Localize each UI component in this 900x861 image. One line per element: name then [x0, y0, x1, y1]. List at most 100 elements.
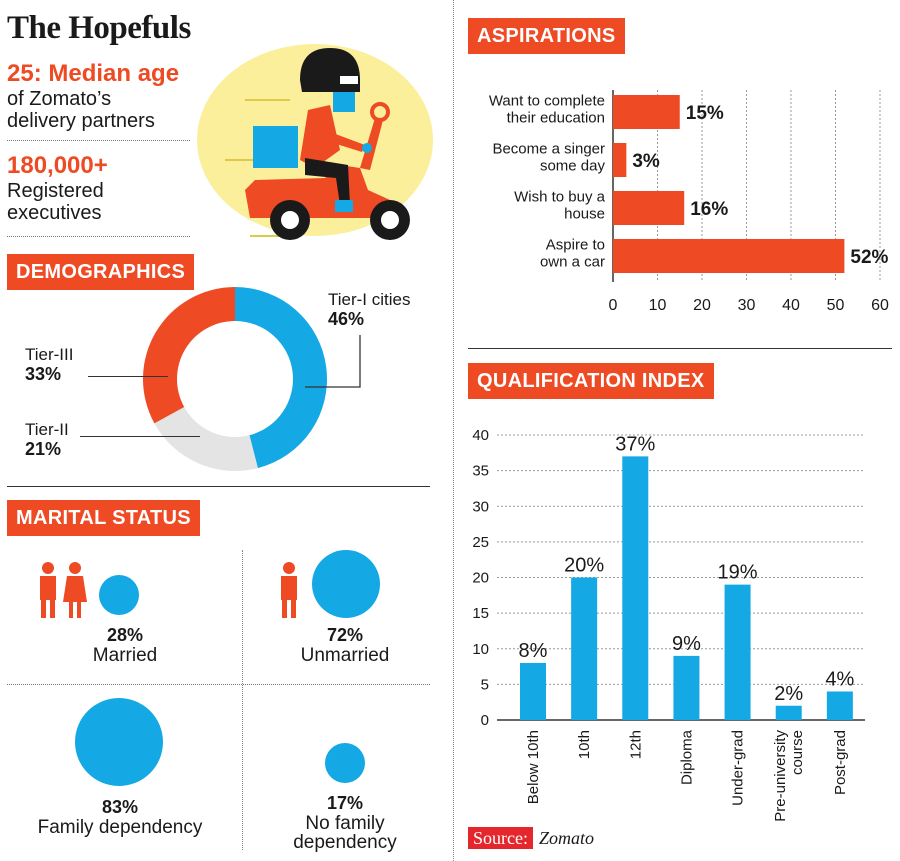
- donut-label-tier3: Tier-III 33%: [25, 345, 73, 385]
- category-label: Aspire to: [546, 237, 605, 254]
- median-age-text-1: of Zomato’s: [7, 88, 112, 110]
- tier1-leader-line: [305, 335, 361, 388]
- tier1-label: Tier-I cities: [328, 290, 411, 309]
- category-label: course: [789, 730, 806, 775]
- y-tick-label: 10: [472, 641, 489, 658]
- marital-heading: MARITAL STATUS: [7, 500, 200, 536]
- marital-h-divider: [7, 684, 430, 685]
- category-label: 10th: [576, 730, 593, 759]
- x-tick-label: 60: [871, 297, 889, 314]
- no-family-dependency-circle: [325, 743, 365, 783]
- tier1-percent: 46%: [328, 309, 365, 329]
- qualification-chart: 0 5 10 15 20 25 30 35 40 8% Below 10th 20% 10th 37% 12…: [472, 427, 865, 822]
- bar: [613, 95, 680, 129]
- bar-value-label: 19%: [718, 562, 758, 584]
- category-label: Diploma: [678, 729, 695, 785]
- x-tick-label: 0: [609, 297, 618, 314]
- bar-value-label: 8%: [519, 640, 548, 662]
- bar-value-label: 16%: [690, 199, 728, 220]
- tier3-label: Tier-III: [25, 345, 74, 364]
- y-tick-label: 0: [481, 712, 489, 729]
- tier2-leader-line: [80, 436, 200, 437]
- bar-value-label: 20%: [564, 555, 604, 577]
- no-family-dependency-label-1: No family: [305, 813, 385, 834]
- x-tick-label: 30: [738, 297, 756, 314]
- donut-slice-2: [154, 406, 258, 471]
- donut-label-tier2: Tier-II 21%: [25, 420, 69, 460]
- donut-slice-1: [235, 287, 328, 469]
- tier3-percent: 33%: [25, 364, 62, 384]
- unmarried-percent: 72%: [326, 625, 364, 645]
- registered-stat: 180,000+ Registered executives: [7, 152, 108, 224]
- bar-value-label: 3%: [632, 151, 660, 172]
- median-age-stat: 25: Median age of Zomato’s delivery part…: [7, 60, 179, 132]
- tier3-leader-line: [88, 376, 168, 377]
- demographics-heading: DEMOGRAPHICS: [7, 254, 195, 290]
- tier2-percent: 21%: [25, 439, 62, 459]
- registered-text-1: Registered: [7, 180, 104, 202]
- unmarried-circle: [312, 550, 380, 618]
- bar: [622, 456, 649, 720]
- x-tick-label: 20: [693, 297, 711, 314]
- category-label: Pre-university: [772, 730, 789, 822]
- source-label: Source:: [468, 827, 533, 849]
- aspirations-heading: ASPIRATIONS: [468, 18, 625, 54]
- bar-value-label: 15%: [686, 103, 724, 124]
- category-label: Below 10th: [525, 730, 542, 804]
- delivery-rider-illustration: [197, 44, 433, 240]
- category-label: their education: [507, 110, 605, 127]
- family-dependency-circle: [75, 698, 163, 786]
- x-tick-label: 40: [782, 297, 800, 314]
- couple-icon: [40, 562, 87, 618]
- category-label: own a car: [540, 254, 605, 271]
- marital-v-divider: [242, 550, 243, 850]
- category-label: Become a singer: [492, 141, 605, 158]
- y-tick-label: 15: [472, 605, 489, 622]
- tier2-label: Tier-II: [25, 420, 69, 439]
- category-label: Post-grad: [832, 730, 849, 795]
- bar: [613, 191, 685, 225]
- married-circle: [99, 575, 139, 615]
- y-tick-label: 40: [472, 427, 489, 444]
- demographics-donut: [143, 287, 328, 471]
- y-tick-label: 30: [472, 498, 489, 515]
- column-divider: [453, 0, 454, 861]
- source-line: Source: Zomato: [468, 827, 594, 849]
- bar: [613, 239, 845, 273]
- no-family-dependency-percent: 17%: [326, 793, 364, 813]
- no-family-dependency-label-2: dependency: [293, 832, 397, 853]
- family-dependency-label: Family dependency: [37, 817, 203, 838]
- category-label: some day: [540, 158, 606, 175]
- divider: [7, 140, 190, 141]
- married-stat: 28% Married: [60, 625, 190, 665]
- section-divider: [7, 486, 430, 487]
- unmarried-label: Unmarried: [300, 645, 390, 666]
- median-age-text-2: delivery partners: [7, 110, 155, 132]
- donut-slice-3: [143, 287, 235, 424]
- donut-label-tier1: Tier-I cities 46%: [328, 290, 411, 330]
- unmarried-stat: 72% Unmarried: [280, 625, 410, 665]
- family-dependency-percent: 83%: [101, 797, 139, 817]
- page-title: The Hopefuls: [7, 10, 191, 46]
- bar-value-label: 9%: [672, 633, 701, 655]
- source-name: Zomato: [538, 828, 594, 848]
- category-label: Want to complete: [489, 93, 605, 110]
- category-label: 12th: [627, 730, 644, 759]
- y-tick-label: 25: [472, 534, 489, 551]
- divider: [7, 236, 190, 237]
- registered-value: 180,000+: [7, 152, 108, 179]
- category-label: Under-grad: [730, 730, 747, 806]
- married-percent: 28%: [106, 625, 144, 645]
- y-tick-label: 20: [472, 570, 489, 587]
- bar-value-label: 2%: [774, 683, 803, 705]
- x-tick-label: 50: [827, 297, 845, 314]
- no-family-dependency-stat: 17% No family dependency: [275, 793, 415, 852]
- bar-value-label: 37%: [615, 433, 655, 455]
- section-divider: [468, 348, 892, 349]
- bar: [724, 584, 751, 720]
- bar: [775, 705, 802, 720]
- bar: [826, 691, 853, 720]
- median-age-value: 25: Median age: [7, 60, 180, 87]
- bar: [571, 577, 598, 720]
